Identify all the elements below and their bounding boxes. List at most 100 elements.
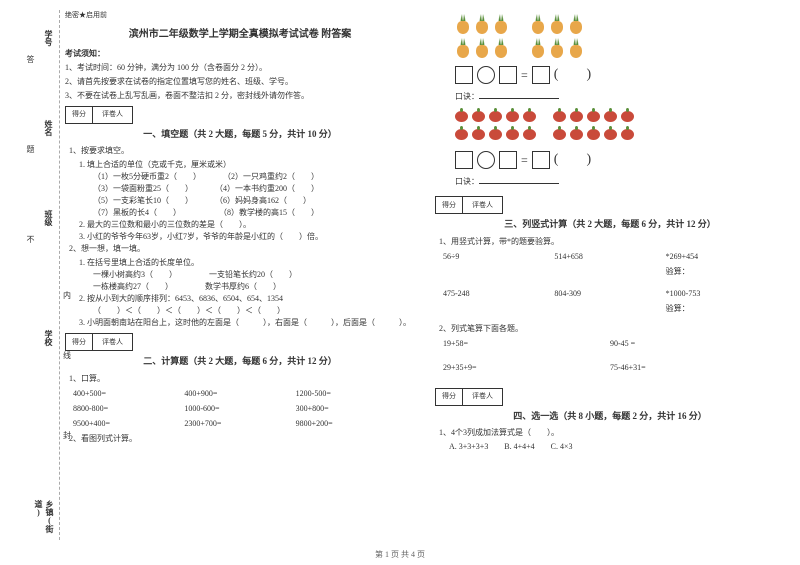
- equals-sign: =: [521, 151, 528, 169]
- pineapple-icon: [474, 38, 490, 58]
- apple-icon: [472, 111, 486, 125]
- blank-square: [499, 151, 517, 169]
- pineapple-icon: [530, 14, 546, 34]
- apple-icon: [455, 111, 469, 125]
- apple-icon: [553, 129, 567, 143]
- score-pingjuan-3: 评卷人: [463, 196, 503, 214]
- s1-q1-2: 2. 最大的三位数和最小的三位数的差是（ ）。: [79, 219, 415, 231]
- kj-label: 口诀：: [455, 92, 479, 101]
- apple-icon: [570, 111, 584, 125]
- blank-circle: [477, 151, 495, 169]
- confidential-label: 绝密★启用前: [65, 10, 415, 21]
- pineapple-icon: [549, 14, 565, 34]
- s1-i2: （2）一只鸡重约2（ ）: [223, 172, 319, 181]
- s3-r1: 56÷9 514+658 *269+454: [435, 251, 785, 263]
- s3-r2-2: [554, 266, 665, 278]
- s3-r6-1: 29+35+9=: [443, 362, 610, 374]
- label-xuehao: 学号: [43, 30, 54, 46]
- s3-r4-2: [554, 303, 665, 315]
- s3-r6: 29+35+9= 75-46+31=: [435, 362, 785, 374]
- s1-q2-1a: 一棵小树高约3（ ）: [93, 270, 177, 279]
- s2-r1-1: 400+500=: [73, 388, 184, 400]
- apple-group-2: [455, 129, 785, 143]
- s3-r6-2: 75-46+31=: [610, 362, 777, 374]
- pineapple-icon: [455, 38, 471, 58]
- section-2-title: 二、计算题（共 2 大题，每题 6 分，共计 12 分）: [65, 355, 415, 369]
- s3-r5-2: 90-45 =: [610, 338, 777, 350]
- label-xingming: 姓名: [43, 120, 54, 136]
- s1-q2-1-row2: 一栋楼高约27（ ） 数学书厚约6（ ）: [93, 281, 415, 293]
- s3-r1-1: 56÷9: [443, 251, 554, 263]
- s3-q1: 1、用竖式计算，带*的题要验算。: [439, 236, 785, 248]
- s1-i4: （4）一本书约重200（ ）: [215, 184, 319, 193]
- pineapple-icon: [568, 38, 584, 58]
- s1-q2-1d: 数学书厚约6（ ）: [205, 282, 281, 291]
- blank-square: [532, 66, 550, 84]
- label-bu: 不: [25, 235, 36, 243]
- s3-r2-3: 验算：: [666, 266, 777, 278]
- equation-pineapple: = ( ): [455, 64, 785, 85]
- s1-q2: 2、想一想，填一填。: [69, 243, 415, 255]
- pineapple-group-2: [455, 38, 785, 58]
- s2-r1-2: 400+900=: [184, 388, 295, 400]
- s1-i8: （8）教学楼的高15（ ）: [219, 208, 319, 217]
- s2-r2-1: 8800-800=: [73, 403, 184, 415]
- kj-blank-2: [479, 183, 559, 184]
- page-content: 绝密★启用前 滨州市二年级数学上学期全真模拟考试试卷 附答案 考试须知： 1、考…: [65, 10, 785, 550]
- score-pingjuan: 评卷人: [93, 106, 133, 124]
- s2-r1: 400+500= 400+900= 1200-500=: [65, 388, 415, 400]
- s2-r2: 8800-800= 1000-600= 300+800=: [65, 403, 415, 415]
- label-ti: 题: [25, 145, 36, 153]
- score-box-2: 得分 评卷人: [65, 333, 415, 351]
- s1-q1-3: 3. 小红的爷爷今年63岁，小红7岁，爷爷的年龄是小红的（ ）倍。: [79, 231, 415, 243]
- apple-icon: [604, 129, 618, 143]
- pineapple-icon: [549, 38, 565, 58]
- s1-q1: 1、按要求填空。: [69, 145, 415, 157]
- s1-q2-2: 2. 按从小到大的顺序排列：6453、6836、6504、654、1354: [79, 293, 415, 305]
- s4-q1-opts: A. 3+3+3+3 B. 4+4+4 C. 4×3: [449, 441, 785, 453]
- s3-r2: 验算：: [435, 266, 785, 278]
- kj-pineapple: 口诀：: [455, 91, 785, 103]
- s1-i7: （7）黑板的长4（ ）: [93, 208, 181, 217]
- pineapple-icon: [474, 14, 490, 34]
- s3-r1-2: 514+658: [554, 251, 665, 263]
- s3-r2-1: [443, 266, 554, 278]
- score-pingjuan-2: 评卷人: [93, 333, 133, 351]
- s1-items-row3: （5）一支彩笔长10（ ） （6）妈妈身高162（ ）: [93, 195, 415, 207]
- s3-r3: 475-248 804-309 *1000-753: [435, 288, 785, 300]
- s2-r1-3: 1200-500=: [296, 388, 407, 400]
- score-pingjuan-4: 评卷人: [463, 388, 503, 406]
- score-defen: 得分: [65, 106, 93, 124]
- pineapple-group: [455, 14, 785, 34]
- equation-apple: = ( ): [455, 149, 785, 170]
- s1-i1: （1）一枚5分硬币重2（ ）: [93, 172, 201, 181]
- s3-r3-3: *1000-753: [666, 288, 777, 300]
- s3-q2: 2、列式笔算下面各题。: [439, 323, 785, 335]
- s2-r2-3: 300+800=: [296, 403, 407, 415]
- s3-r4-1: [443, 303, 554, 315]
- section-3-title: 三、列竖式计算（共 2 大题，每题 6 分，共计 12 分）: [435, 218, 785, 232]
- s1-i5: （5）一支彩笔长10（ ）: [93, 196, 193, 205]
- score-box-3: 得分 评卷人: [435, 196, 785, 214]
- blank-square: [455, 66, 473, 84]
- blank-square: [455, 151, 473, 169]
- right-column: = ( ) 口诀：: [435, 10, 785, 550]
- label-xuexiao: 学校: [43, 330, 54, 346]
- s4-q1: 1、4个3列成加法算式是（ ）。: [439, 427, 785, 439]
- s1-q2-3: 3. 小明面朝南站在阳台上，这时他的左面是（ ），右面是（ ），后面是（ ）。: [79, 317, 415, 329]
- label-xiangzhen: 乡镇(街道): [33, 500, 55, 540]
- apple-icon: [489, 111, 503, 125]
- s3-r3-2: 804-309: [554, 288, 665, 300]
- s1-i6: （6）妈妈身高162（ ）: [215, 196, 311, 205]
- apple-icon: [506, 129, 520, 143]
- rule-2: 2、请首先按要求在试卷的指定位置填写您的姓名、班级、学号。: [65, 76, 415, 88]
- apple-icon: [523, 111, 537, 125]
- score-box-4: 得分 评卷人: [435, 388, 785, 406]
- pineapple-icon: [530, 38, 546, 58]
- apple-icon: [570, 129, 584, 143]
- section-1-title: 一、填空题（共 2 大题，每题 5 分，共计 10 分）: [65, 128, 415, 142]
- rule-1: 1、考试时间：60 分钟，满分为 100 分（含卷面分 2 分）。: [65, 62, 415, 74]
- s1-items-row1: （1）一枚5分硬币重2（ ） （2）一只鸡重约2（ ）: [93, 171, 415, 183]
- s2-r2-2: 1000-600=: [184, 403, 295, 415]
- s2-r3-3: 9800+200=: [296, 418, 407, 430]
